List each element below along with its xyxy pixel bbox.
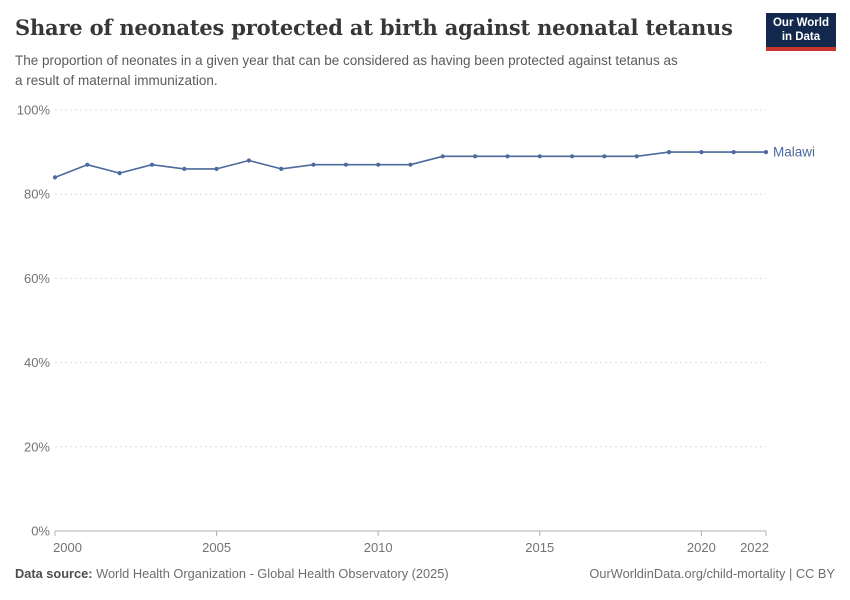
data-point — [505, 154, 510, 159]
chart-footer: Data source: World Health Organization -… — [15, 566, 835, 581]
data-point — [376, 162, 381, 167]
data-point — [52, 175, 58, 180]
data-point — [602, 154, 607, 159]
data-point — [731, 150, 736, 155]
footer-citation-link[interactable]: OurWorldinData.org/child-mortality | CC … — [589, 566, 835, 581]
owid-logo-text-line2: in Data — [781, 30, 821, 43]
x-tick-label: 2015 — [525, 540, 554, 555]
data-point — [246, 158, 251, 163]
chart-subtitle: The proportion of neonates in a given ye… — [15, 51, 775, 91]
data-point — [343, 162, 348, 167]
data-point — [182, 166, 187, 171]
y-tick-label: 20% — [24, 439, 50, 454]
x-tick-label: 2022 — [740, 540, 769, 555]
y-tick-label: 40% — [24, 355, 50, 370]
data-point — [408, 162, 413, 167]
owid-logo[interactable]: Our World in Data — [765, 13, 836, 51]
y-tick-label: 80% — [24, 187, 50, 202]
data-point — [214, 166, 219, 171]
data-point — [311, 162, 316, 167]
data-source-text: World Health Organization - Global Healt… — [96, 566, 449, 581]
x-tick-label: 2005 — [202, 540, 231, 555]
data-source: Data source: World Health Organization -… — [15, 566, 449, 581]
data-point — [570, 154, 575, 159]
x-tick-label: 2000 — [53, 540, 82, 555]
chart-subtitle-line1: The proportion of neonates in a given ye… — [15, 53, 678, 68]
data-point — [699, 150, 704, 155]
data-point — [85, 162, 90, 167]
data-point — [279, 166, 284, 171]
chart-title: Share of neonates protected at birth aga… — [15, 15, 733, 40]
data-point — [634, 154, 639, 159]
data-point — [666, 150, 672, 155]
chart-subtitle-line2: a result of maternal immunization. — [15, 73, 218, 88]
data-point — [473, 154, 478, 159]
y-tick-label: 0% — [31, 524, 50, 539]
data-point — [149, 162, 155, 167]
data-point — [440, 154, 445, 159]
owid-logo-text-line1: Our World — [772, 17, 829, 29]
data-point — [537, 154, 542, 159]
series-end-label[interactable]: Malawi — [773, 145, 815, 160]
y-tick-label: 100% — [17, 103, 51, 118]
x-tick-label: 2020 — [687, 540, 716, 555]
data-point — [117, 171, 122, 176]
x-tick-label: 2010 — [364, 540, 393, 555]
data-source-label: Data source: — [15, 566, 93, 581]
y-tick-label: 60% — [24, 271, 50, 286]
data-point — [763, 150, 769, 155]
